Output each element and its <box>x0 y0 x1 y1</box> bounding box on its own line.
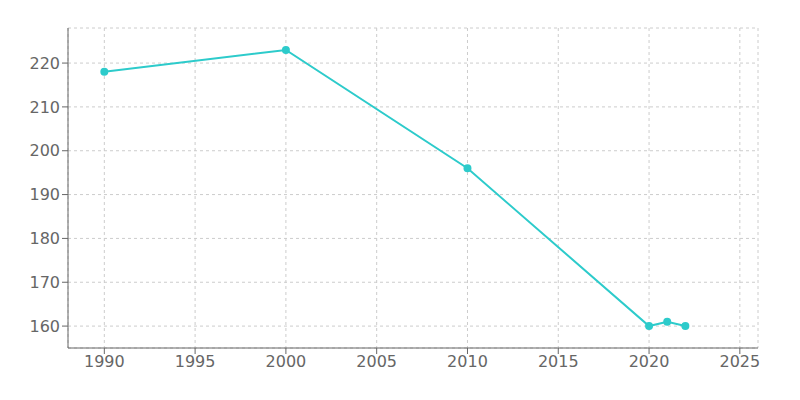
svg-text:2020: 2020 <box>629 352 670 371</box>
svg-text:2005: 2005 <box>356 352 397 371</box>
svg-text:160: 160 <box>29 317 60 336</box>
svg-text:220: 220 <box>29 54 60 73</box>
svg-text:190: 190 <box>29 185 60 204</box>
svg-text:180: 180 <box>29 229 60 248</box>
svg-text:2010: 2010 <box>447 352 488 371</box>
svg-text:210: 210 <box>29 98 60 117</box>
svg-text:2000: 2000 <box>266 352 307 371</box>
svg-text:170: 170 <box>29 273 60 292</box>
svg-text:2015: 2015 <box>538 352 579 371</box>
svg-text:2025: 2025 <box>719 352 760 371</box>
svg-text:1995: 1995 <box>175 352 216 371</box>
svg-text:1990: 1990 <box>84 352 125 371</box>
svg-text:200: 200 <box>29 141 60 160</box>
